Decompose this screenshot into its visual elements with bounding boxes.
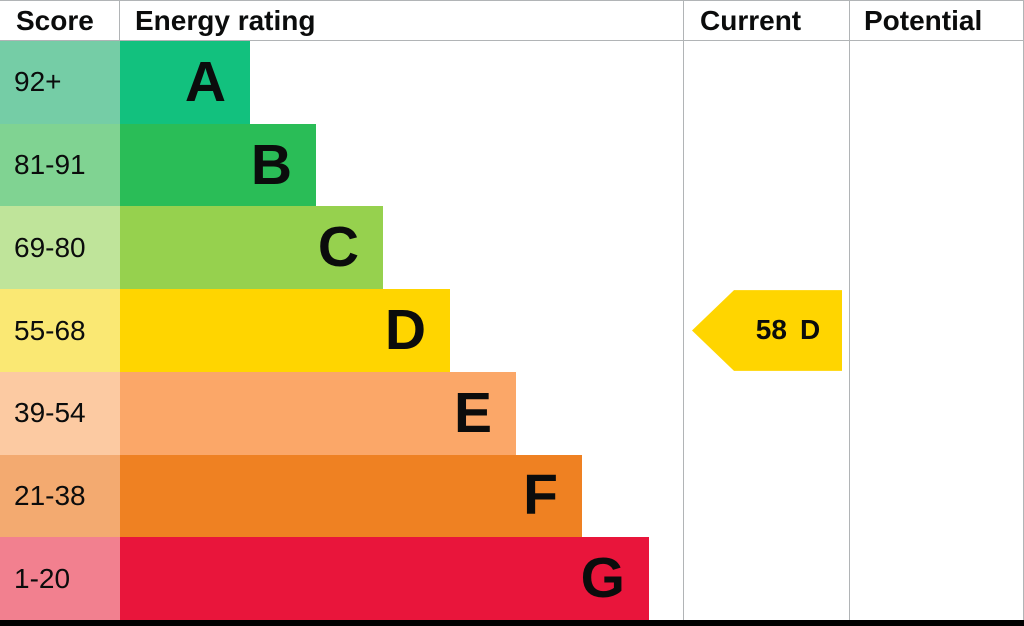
current-rating-value: 58 (755, 314, 787, 346)
score-range: 39-54 (0, 371, 120, 455)
band-row: 39-54 E (0, 371, 683, 455)
band-row: 21-38 F (0, 454, 683, 538)
rating-bar: E (120, 371, 516, 455)
band-row: 92+ A (0, 41, 683, 124)
potential-column (849, 41, 1024, 620)
band-letter: E (453, 380, 492, 445)
band-letter: B (250, 132, 292, 197)
score-range: 81-91 (0, 123, 120, 207)
chart-bottom-border (0, 620, 1024, 626)
rating-bar: D (120, 289, 450, 372)
header-energy-rating: Energy rating (135, 4, 316, 36)
header-score: Score (0, 1, 120, 40)
score-range: 92+ (0, 41, 120, 124)
band-letter: F (523, 463, 558, 528)
rating-bands: 92+ A 81-91 B 69-80 C 55-68 D (0, 41, 683, 621)
score-range: 69-80 (0, 206, 120, 290)
band-row: 55-68 D (0, 289, 683, 372)
current-rating-arrow: 58 D (692, 290, 842, 371)
band-row: 81-91 B (0, 123, 683, 207)
band-letter: A (184, 49, 226, 114)
rating-bar: A (120, 41, 250, 124)
band-letter: G (580, 546, 625, 611)
band-letter: D (384, 298, 426, 363)
chart-body: 92+ A 81-91 B 69-80 C 55-68 D (0, 41, 1024, 621)
score-range: 1-20 (0, 537, 120, 621)
band-row: 1-20 G (0, 537, 683, 621)
chart-header: Score Energy rating Current Potential (0, 1, 1024, 41)
current-rating-letter: D (799, 314, 821, 346)
score-range: 55-68 (0, 289, 120, 372)
band-letter: C (317, 215, 359, 280)
current-column: 58 D (683, 41, 849, 620)
rating-bar: G (120, 537, 649, 621)
rating-bar: C (120, 206, 383, 290)
score-range: 21-38 (0, 454, 120, 538)
header-potential: Potential (849, 1, 1024, 40)
rating-bar: F (120, 454, 582, 538)
band-row: 69-80 C (0, 206, 683, 290)
header-current: Current (683, 1, 849, 40)
rating-bar: B (120, 123, 316, 207)
